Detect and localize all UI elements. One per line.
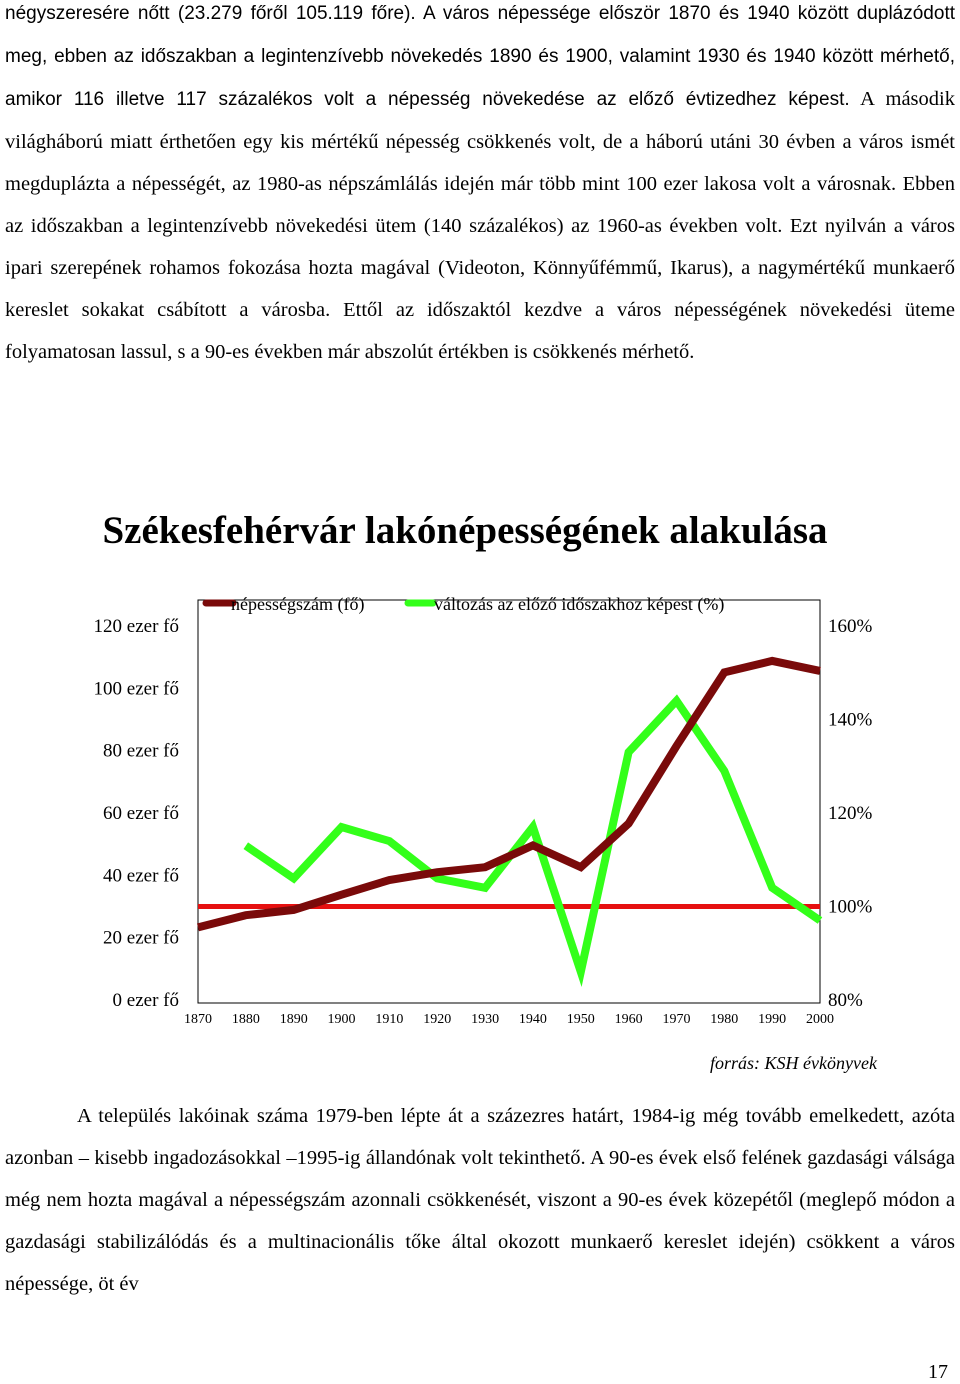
left-axis-tick-label: 80 ezer fő (103, 741, 179, 762)
left-axis-ticks: 0 ezer fő 20 ezer fő 40 ezer fő 60 ezer fő 8… (94, 616, 179, 1011)
legend-label-population: népességszám (fő) (231, 594, 364, 615)
x-axis-tick-label: 1990 (758, 1012, 786, 1027)
chart-legend: népességszám (fő) változás az előző idős… (202, 594, 724, 615)
series-layer (197, 656, 823, 988)
x-axis-tick-label: 1890 (280, 1012, 308, 1027)
x-axis-tick-label: 1910 (375, 1012, 403, 1027)
x-axis-tick-label: 1980 (710, 1012, 738, 1027)
paragraph-rest-text: A második világháború miatt érthetően eg… (5, 88, 955, 363)
x-axis-tick-label: 1870 (184, 1012, 212, 1027)
right-axis-tick-label: 160% (828, 616, 873, 637)
legend-label-change: változás az előző időszakhoz képest (%) (434, 594, 724, 615)
body-paragraph-top: négyszeresére nőtt (23.279 főről 105.119… (5, 0, 955, 373)
x-axis-tick-label: 1920 (423, 1012, 451, 1027)
right-axis-ticks: 80% 100% 120% 140% 160% (828, 616, 873, 1011)
left-axis-tick-label: 20 ezer fő (103, 928, 179, 949)
paragraph-bottom-text: A település lakóinak száma 1979-ben lépt… (5, 1105, 955, 1295)
x-axis-tick-label: 1940 (519, 1012, 547, 1027)
population-chart: 0 ezer fő 20 ezer fő 40 ezer fő 60 ezer fő 8… (94, 594, 873, 1027)
right-axis-tick-label: 120% (828, 803, 873, 824)
x-axis-ticks: 1870 1880 1890 1900 1910 1920 1930 1940 1950 1960… (184, 1012, 834, 1027)
left-axis-tick-label: 100 ezer fő (94, 678, 179, 699)
x-axis-tick-label: 1880 (232, 1012, 260, 1027)
paragraph-lead-text: négyszeresére nőtt (23.279 főről 105.119… (5, 3, 955, 110)
x-axis-tick-label: 2000 (806, 1012, 834, 1027)
x-axis-tick-label: 1900 (328, 1012, 356, 1027)
source-note: forrás: KSH évkönyvek (710, 1053, 877, 1073)
x-axis-tick-label: 1970 (662, 1012, 690, 1027)
series-population-line (197, 656, 821, 932)
x-axis-tick-label: 1930 (471, 1012, 499, 1027)
chart-title: Székesfehérvár lakónépességének alakulás… (102, 509, 828, 552)
right-axis-tick-label: 100% (828, 897, 873, 918)
left-axis-tick-label: 40 ezer fő (103, 865, 179, 886)
left-axis-tick-label: 0 ezer fő (113, 990, 179, 1011)
x-axis-tick-label: 1950 (567, 1012, 595, 1027)
plot-area (197, 599, 821, 1004)
body-paragraph-bottom: A település lakóinak száma 1979-ben lépt… (5, 1095, 955, 1305)
page-number: 17 (928, 1361, 948, 1383)
series-change-line (243, 694, 823, 988)
x-axis-tick-label: 1960 (615, 1012, 643, 1027)
right-axis-tick-label: 140% (828, 710, 873, 731)
left-axis-tick-label: 120 ezer fő (94, 616, 179, 637)
left-axis-tick-label: 60 ezer fő (103, 803, 179, 824)
right-axis-tick-label: 80% (828, 990, 863, 1011)
